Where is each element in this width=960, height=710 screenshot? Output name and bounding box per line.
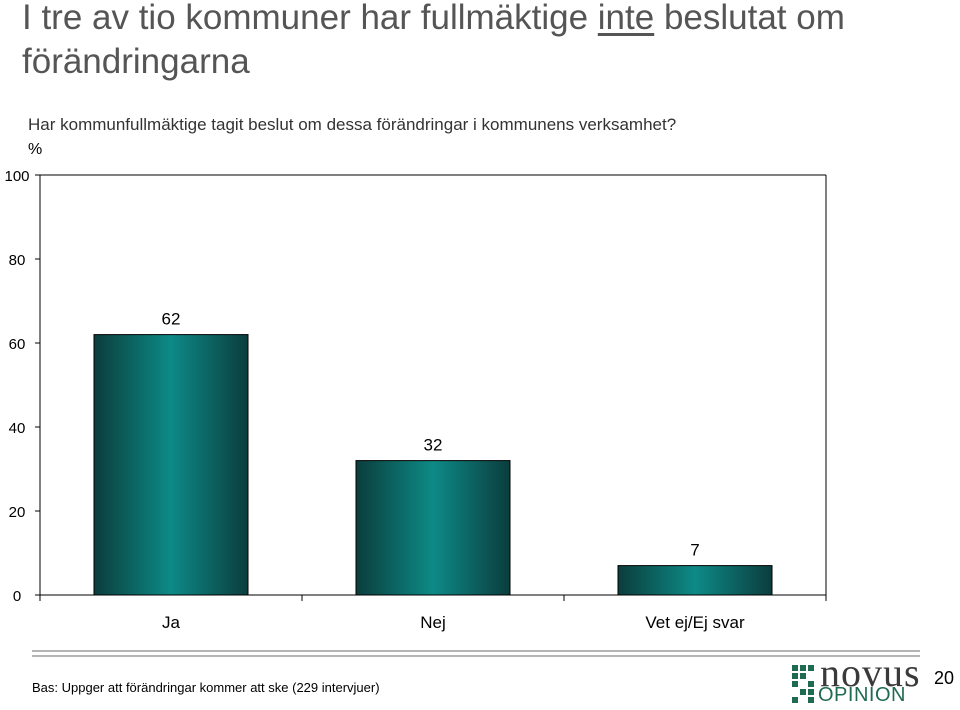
x-tick-label: Ja [162, 613, 181, 632]
footer-divider-bottom [32, 655, 920, 657]
y-tick-label: 60 [9, 336, 26, 353]
chart-bars [93, 334, 773, 596]
y-tick-label: 80 [9, 252, 26, 269]
data-label: 62 [162, 310, 181, 329]
chart-question: Har kommunfullmäktige tagit beslut om de… [28, 115, 677, 134]
base-note: Bas: Uppger att förändringar kommer att … [32, 680, 380, 695]
y-tick-label: 0 [13, 588, 21, 605]
data-label: 7 [690, 541, 699, 560]
bar-chart: 0 20 40 60 80 100 62 Ja 32 Nej 7 Vet ej/Ej svar [4, 168, 827, 632]
bar [617, 565, 773, 596]
title-part-1: I tre av tio kommuner har fullmäktige [22, 0, 598, 37]
footer-divider-top [32, 650, 920, 652]
title-part-2: beslutat om förändringarna [22, 0, 845, 81]
bar [93, 334, 249, 596]
x-tick-label: Vet ej/Ej svar [645, 613, 745, 632]
chart-labels: 0 20 40 60 80 100 62 Ja 32 Nej 7 Vet ej/Ej svar [4, 168, 744, 632]
logo-wordmark: novus [820, 650, 921, 695]
bar [355, 460, 511, 596]
logo-subtitle: OPINION [818, 684, 906, 706]
title-emphasis: inte [597, 0, 655, 37]
novus-opinion-logo: novus OPINION [792, 650, 924, 709]
y-tick-label: 40 [9, 420, 26, 437]
x-tick-label: Nej [420, 613, 446, 632]
data-label: 32 [424, 436, 443, 455]
slide-title: I tre av tio kommuner har fullmäktige in… [22, 0, 942, 84]
y-axis-unit: % [28, 141, 43, 158]
y-tick-label: 20 [9, 504, 26, 521]
logo-dots-icon [792, 665, 816, 705]
page-number: 20 [934, 668, 955, 688]
y-tick-label: 100 [4, 168, 29, 185]
